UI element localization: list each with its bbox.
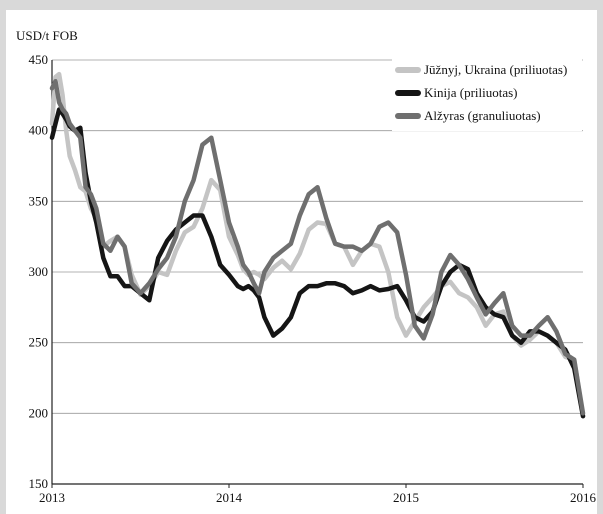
legend-background: [392, 58, 582, 131]
legend: Jūžnyj, Ukraina (priliuotas) Kinija (pril…: [392, 58, 582, 131]
y-tick-label: 200: [29, 405, 49, 420]
y-tick-label: 350: [29, 193, 49, 208]
series-line-3: [49, 78, 586, 416]
x-tick-label: 2015: [393, 490, 419, 505]
y-tick-label: 400: [29, 123, 49, 138]
y-tick-label: 150: [29, 476, 49, 491]
legend-label: Alžyras (granuliuotas): [424, 108, 541, 123]
y-tick-label: 450: [29, 52, 49, 67]
x-tick-label: 2013: [39, 490, 65, 505]
legend-label: Jūžnyj, Ukraina (priliuotas): [424, 62, 567, 77]
y-tick-label: 250: [29, 335, 49, 350]
y-tick-labels: 150 200 250 300 350 400 450: [29, 52, 49, 491]
x-tick-labels: 2013 2014 2015 2016: [39, 490, 597, 505]
x-tick-label: 2016: [570, 490, 597, 505]
series-line-2: [49, 107, 586, 419]
y-unit-label: USD/t FOB: [16, 28, 78, 43]
legend-label: Kinija (priliuotas): [424, 85, 518, 100]
x-tick-label: 2014: [216, 490, 243, 505]
series-lines: [49, 71, 586, 419]
y-tick-label: 300: [29, 264, 49, 279]
